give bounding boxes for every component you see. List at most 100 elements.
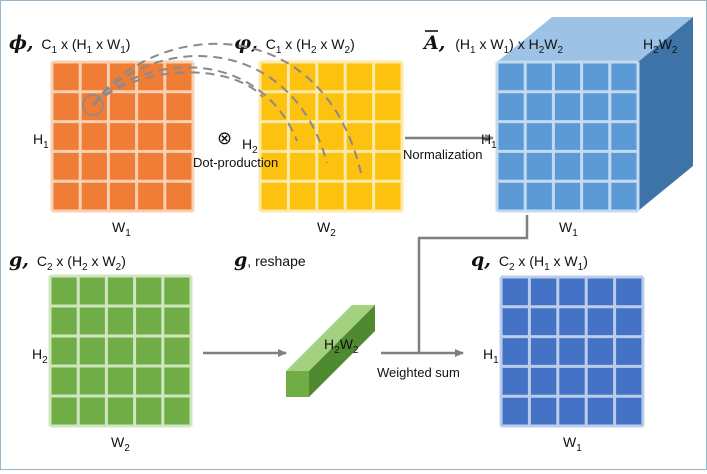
- g-dims-sub: 2: [116, 262, 122, 273]
- varphi-height-label: H2: [242, 136, 258, 156]
- attention-arcs: [92, 42, 362, 174]
- attention-height-label: H1: [481, 131, 497, 151]
- varphi-matrix: [258, 60, 404, 213]
- q-height-sub: 1: [493, 355, 499, 366]
- varphi-width-letter: W: [317, 219, 331, 235]
- attention-symbol: A: [422, 32, 439, 54]
- attention-cube-top: [497, 17, 693, 62]
- bar-label: H2W2: [324, 336, 359, 356]
- phi-dims-sub: 1: [120, 45, 126, 56]
- varphi-height-sub: 2: [252, 145, 258, 156]
- attention-dims-text: x W: [476, 36, 505, 52]
- g-dims-text: x W: [88, 253, 117, 269]
- attention-dims-text: W: [544, 36, 558, 52]
- g-title: g, C2 x (H2 x W2): [9, 249, 126, 273]
- attention-comma: ,: [438, 32, 446, 54]
- phi-dims-sub: 1: [52, 45, 58, 56]
- varphi-height-letter: H: [242, 136, 252, 152]
- q-dims-sub: 1: [544, 262, 550, 273]
- varphi-dims-text: x (H: [281, 36, 311, 52]
- attention-cube-side: [638, 17, 693, 211]
- phi-dims-text: x W: [92, 36, 121, 52]
- q-width-letter: W: [563, 434, 577, 450]
- q-height-label: H1: [483, 346, 499, 366]
- q-grid-lines: [499, 275, 645, 428]
- q-matrix-body: [501, 277, 643, 426]
- reshaped-bar-side: [309, 305, 375, 397]
- varphi-dims-sub: 2: [311, 45, 317, 56]
- q-symbol: q: [471, 249, 484, 271]
- q-dims-text: ): [583, 253, 588, 269]
- phi-selected-pixel: [82, 94, 104, 116]
- q-dims-text: x (H: [515, 253, 545, 269]
- varphi-matrix-body: [260, 62, 402, 211]
- q-dims-sub: 1: [578, 262, 584, 273]
- attention-cube-front: [497, 62, 638, 211]
- attention-title: A, (H1 x W1) x H2W2: [422, 32, 564, 56]
- varphi-width-sub: 2: [330, 228, 336, 239]
- attention-width-sub: 1: [572, 228, 578, 239]
- weighted-sum-label: Weighted sum: [377, 365, 460, 380]
- g-dims-text: ): [121, 253, 126, 269]
- attention-height-letter: H: [481, 131, 491, 147]
- g-matrix: [48, 274, 193, 428]
- g-dims-text: C: [37, 253, 47, 269]
- q-width-label: W1: [563, 434, 582, 454]
- q-dims-text: C: [499, 253, 509, 269]
- attention-dims-sub: 2: [558, 45, 564, 56]
- dot-production-label: Dot-production: [193, 155, 278, 170]
- attention-depth-label: H2W2: [643, 36, 678, 56]
- phi-grid-lines: [50, 60, 195, 213]
- attention-arc: [92, 42, 362, 174]
- reshaped-bar-front: [286, 371, 309, 397]
- g-comma: ,: [21, 249, 29, 271]
- phi-height-label: H1: [33, 131, 49, 151]
- varphi-width-label: W2: [317, 219, 336, 239]
- bar-label-letter: H: [324, 336, 334, 352]
- phi-dims-sub: 1: [87, 45, 93, 56]
- reshape-title: g, reshape: [234, 249, 306, 271]
- attention-width-label: W1: [559, 219, 578, 239]
- q-matrix: [499, 275, 645, 428]
- attention-arc: [92, 55, 328, 164]
- g-dims-text: x (H: [53, 253, 83, 269]
- attention-depth-sub: 2: [653, 45, 659, 56]
- varphi-dims-text: C: [266, 36, 276, 52]
- q-comma: ,: [483, 249, 491, 271]
- phi-dims-text: C: [41, 36, 51, 52]
- attention-height-sub: 1: [491, 140, 497, 151]
- reshape-symbol: g: [234, 249, 247, 271]
- varphi-symbol: φ,: [234, 32, 258, 54]
- attention-dims-text: (H: [455, 36, 470, 52]
- bar-label-letter: W: [340, 336, 354, 352]
- reshape-text: , reshape: [247, 253, 306, 269]
- q-width-sub: 1: [576, 443, 582, 454]
- attention-cube: [495, 17, 693, 213]
- attention-arc: [92, 71, 264, 106]
- phi-dims-text: ): [126, 36, 131, 52]
- phi-dims-text: x (H: [57, 36, 87, 52]
- normalization-label: Normalization: [403, 147, 482, 162]
- varphi-dims-sub: 1: [276, 45, 282, 56]
- phi-height-sub: 1: [43, 140, 49, 151]
- phi-width-label: W1: [112, 219, 131, 239]
- attention-depth-letter: W: [659, 36, 673, 52]
- attention-connector: [417, 215, 529, 353]
- attention-dims-sub: 2: [539, 45, 545, 56]
- attention-dims-text: ) x H: [509, 36, 539, 52]
- g-grid-lines: [48, 274, 193, 428]
- attention-depth-letter: H: [643, 36, 653, 52]
- otimes-symbol: ⊗: [217, 128, 232, 148]
- phi-symbol: ϕ,: [9, 32, 34, 54]
- bar-label-sub: 2: [353, 345, 359, 356]
- g-height-letter: H: [32, 346, 42, 362]
- g-height-label: H2: [32, 346, 48, 366]
- attention-arc: [92, 66, 298, 142]
- q-title: q, C2 x (H1 x W1): [471, 249, 588, 273]
- g-width-sub: 2: [124, 443, 130, 454]
- phi-height-letter: H: [33, 131, 43, 147]
- attention-width-letter: W: [559, 219, 573, 235]
- varphi-title: φ, C1 x (H2 x W2): [234, 32, 355, 56]
